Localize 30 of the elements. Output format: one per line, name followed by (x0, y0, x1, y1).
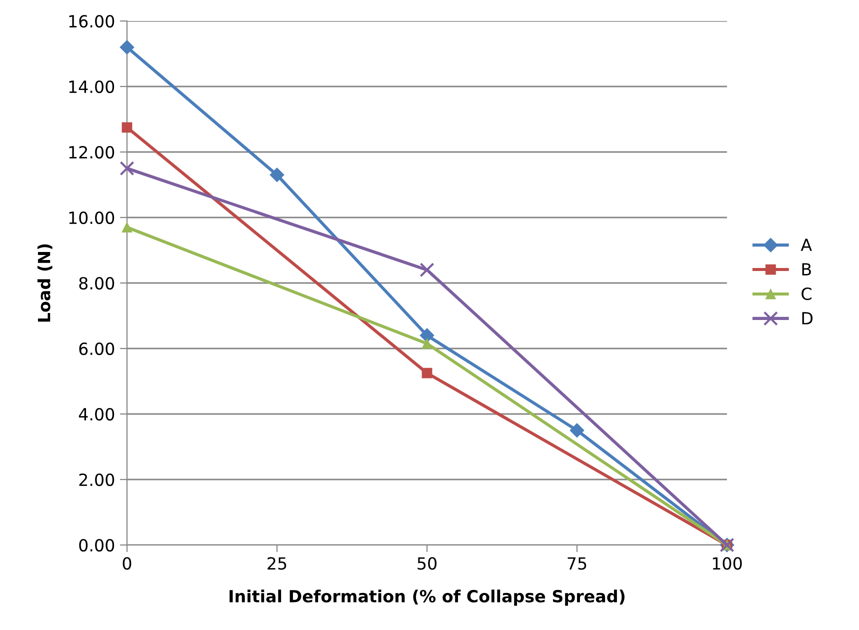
point (570, 423, 584, 438)
y-tick-label: 6.00 (79, 342, 114, 356)
point (420, 262, 434, 278)
x-tick-label: 25 (268, 557, 286, 570)
y-tick-label: 0.00 (79, 538, 114, 552)
y-tick-label: 14.00 (69, 80, 114, 94)
legend-label: A (800, 238, 812, 251)
y-tick-label: 10.00 (69, 211, 114, 224)
point (120, 40, 134, 54)
y-tick-label: 8.00 (79, 276, 114, 290)
point (120, 161, 134, 176)
y-tick-label: 2.00 (79, 473, 114, 486)
point (122, 122, 132, 133)
legend-label: B (802, 263, 811, 276)
x-tick-label: 75 (568, 557, 586, 570)
point (422, 368, 432, 378)
x-tick-label: 50 (418, 557, 436, 570)
point (420, 328, 434, 343)
point (122, 222, 132, 233)
x-tick-label: 0 (122, 557, 132, 570)
x-tick-label: 100 (712, 557, 742, 570)
y-axis-title: Load (N) (37, 244, 52, 322)
x-axis-title: Initial Deformation (% of Collapse Spread) (230, 590, 625, 606)
y-tick-label: 4.00 (78, 408, 114, 421)
point (270, 168, 284, 182)
legend-label: D (802, 312, 813, 324)
legend-label: C (802, 287, 812, 300)
y-tick-label: 16.00 (69, 14, 114, 28)
y-tick-label: 12.00 (69, 146, 114, 159)
point (422, 338, 432, 349)
